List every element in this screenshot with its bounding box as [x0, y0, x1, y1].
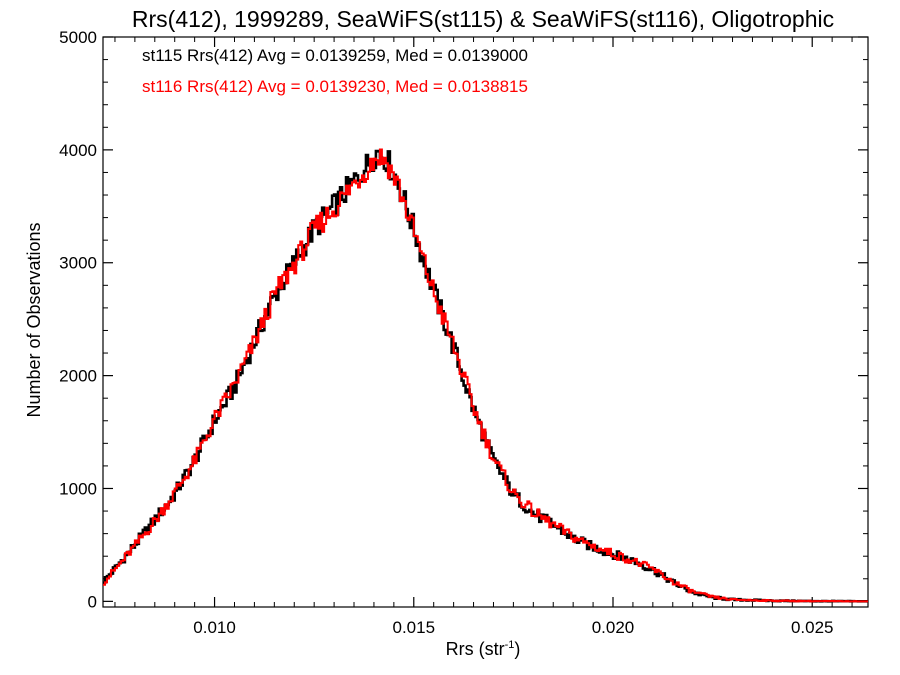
series-layer	[103, 148, 868, 603]
legend: st115 Rrs(412) Avg = 0.0139259, Med = 0.…	[142, 46, 528, 96]
series-st116-line	[103, 148, 868, 603]
x-tick-label: 0.020	[592, 618, 635, 637]
x-tick-label: 0.010	[193, 618, 236, 637]
x-axis-label-suffix: )	[514, 639, 520, 659]
y-tick-label: 1000	[59, 479, 97, 498]
legend-entry-st115: st115 Rrs(412) Avg = 0.0139259, Med = 0.…	[142, 46, 528, 65]
x-axis-label-sup: -1	[505, 639, 515, 651]
chart-title: Rrs(412), 1999289, SeaWiFS(st115) & SeaW…	[132, 6, 834, 32]
x-axis-label-main: Rrs (str	[446, 639, 505, 659]
x-tick-label: 0.015	[393, 618, 436, 637]
y-tick-label: 3000	[59, 254, 97, 273]
y-axis-label: Number of Observations	[24, 222, 44, 417]
y-axis-ticks: 0 1000 2000 3000 4000 5000	[59, 28, 868, 611]
legend-entry-st116: st116 Rrs(412) Avg = 0.0139230, Med = 0.…	[142, 77, 528, 96]
x-axis-label: Rrs (str-1)	[446, 639, 521, 659]
plot-area-frame	[102, 36, 869, 608]
y-tick-label: 0	[88, 592, 97, 611]
y-tick-label: 5000	[59, 28, 97, 47]
y-tick-label: 2000	[59, 367, 97, 386]
series-st115-line	[103, 149, 868, 603]
x-tick-label: 0.025	[791, 618, 834, 637]
x-axis-ticks: 0.010 0.015 0.020 0.025	[114, 37, 853, 637]
y-tick-label: 4000	[59, 141, 97, 160]
